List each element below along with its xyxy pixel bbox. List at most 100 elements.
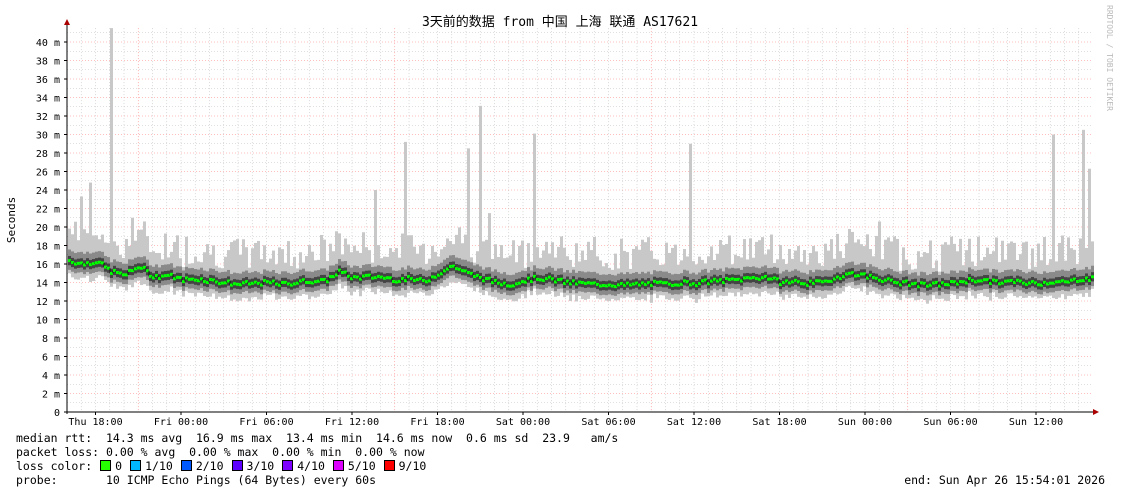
median-point xyxy=(764,274,767,278)
median-point xyxy=(194,278,197,282)
median-point xyxy=(629,283,632,287)
median-point xyxy=(350,277,353,281)
median-point xyxy=(1037,283,1040,287)
median-point xyxy=(791,280,794,284)
median-point xyxy=(548,275,551,279)
x-tick-label: Fri 00:00 xyxy=(154,417,208,428)
median-point xyxy=(140,266,143,270)
median-point xyxy=(110,271,113,275)
smoke-band xyxy=(848,229,851,286)
median-point xyxy=(446,267,449,271)
median-point xyxy=(167,273,170,277)
smoke-band xyxy=(875,235,878,294)
median-point xyxy=(881,279,884,283)
smoke-band xyxy=(1067,237,1070,296)
median-point xyxy=(200,277,203,281)
median-point xyxy=(413,278,416,282)
smoke-band xyxy=(338,233,341,284)
smoke-band xyxy=(857,239,860,289)
median-point xyxy=(233,282,236,286)
median-point xyxy=(173,277,176,281)
median-point xyxy=(770,277,773,281)
median-point xyxy=(161,274,164,278)
median-point xyxy=(815,279,818,283)
median-point xyxy=(746,276,749,280)
median-point xyxy=(491,281,494,285)
median-point xyxy=(557,278,560,282)
median-point xyxy=(260,283,263,287)
median-point xyxy=(554,280,557,284)
median-point xyxy=(914,281,917,285)
median-point xyxy=(92,262,95,266)
loss-color-swatch xyxy=(180,460,192,471)
median-point xyxy=(938,284,941,288)
median-point xyxy=(128,268,131,272)
smoke-band xyxy=(779,245,782,297)
smoke-band xyxy=(131,217,134,288)
median-point xyxy=(1082,279,1085,283)
median-point xyxy=(665,281,668,285)
y-axis-arrow xyxy=(64,19,70,25)
median-point xyxy=(575,282,578,286)
median-point xyxy=(626,281,629,285)
smoke-band xyxy=(512,240,515,302)
median-point xyxy=(356,275,359,279)
smoke-band xyxy=(374,190,377,295)
median-point xyxy=(431,275,434,279)
median-point xyxy=(740,279,743,283)
median-point xyxy=(89,263,92,267)
median-point xyxy=(911,282,914,286)
median-point xyxy=(704,278,707,282)
median-point xyxy=(125,273,128,277)
median-point xyxy=(74,262,77,266)
end-time: end: Sun Apr 26 15:54:01 2026 xyxy=(904,473,1105,487)
median-point xyxy=(929,283,932,287)
median-point xyxy=(1058,280,1061,284)
median-point xyxy=(977,279,980,283)
median-point xyxy=(71,261,74,265)
smoke-band xyxy=(1088,168,1091,297)
smoke-band xyxy=(641,239,644,299)
median-point xyxy=(407,275,410,279)
median-point xyxy=(284,280,287,284)
median-point xyxy=(179,276,182,280)
median-point xyxy=(206,280,209,284)
smoke-band xyxy=(467,148,470,288)
smoke-band xyxy=(185,236,188,291)
median-point xyxy=(296,281,299,285)
smoke-band xyxy=(1091,241,1094,289)
smoke-band xyxy=(233,240,236,300)
median-point xyxy=(650,283,653,287)
median-point xyxy=(1043,280,1046,284)
legend-median-rtt: median rtt: 14.3 ms avg 16.9 ms max 13.4… xyxy=(16,431,619,445)
median-point xyxy=(455,267,458,271)
median-point xyxy=(719,278,722,282)
legend-loss-color: loss color: 0 1/10 2/10 3/10 4/10 5/10 9/10 xyxy=(16,459,426,473)
median-point xyxy=(617,283,620,287)
median-point xyxy=(137,266,140,270)
y-tick-label: 4 m xyxy=(42,371,60,382)
smoke-band xyxy=(500,245,503,300)
smoke-band xyxy=(887,237,890,296)
median-point xyxy=(872,276,875,280)
median-point xyxy=(992,278,995,282)
median-point xyxy=(428,279,431,283)
smoke-band xyxy=(944,242,947,301)
median-point xyxy=(416,278,419,282)
y-tick-label: 14 m xyxy=(36,279,60,290)
median-point xyxy=(677,283,680,287)
median-point xyxy=(236,282,239,286)
smoke-band xyxy=(254,242,257,297)
smoke-band xyxy=(551,242,554,291)
median-point xyxy=(689,283,692,287)
median-point xyxy=(1064,280,1067,284)
median-point xyxy=(257,281,260,285)
smoke-band xyxy=(527,243,530,291)
median-point xyxy=(299,279,302,283)
median-point xyxy=(134,267,137,271)
median-point xyxy=(218,282,221,286)
median-point xyxy=(641,281,644,285)
median-point xyxy=(1067,280,1070,284)
median-point xyxy=(275,282,278,286)
smoke-band xyxy=(749,238,752,293)
